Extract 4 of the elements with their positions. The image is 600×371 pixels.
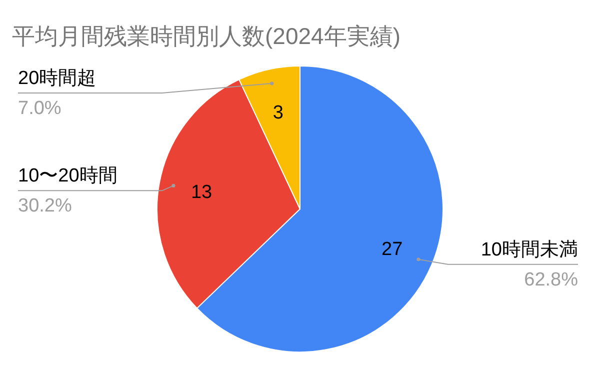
- annotation: 3: [272, 102, 284, 124]
- annotation: 13: [190, 182, 212, 203]
- title: 平均月間残業時間別人数(2024年実績): [12, 23, 400, 49]
- annotation: 27: [382, 239, 403, 260]
